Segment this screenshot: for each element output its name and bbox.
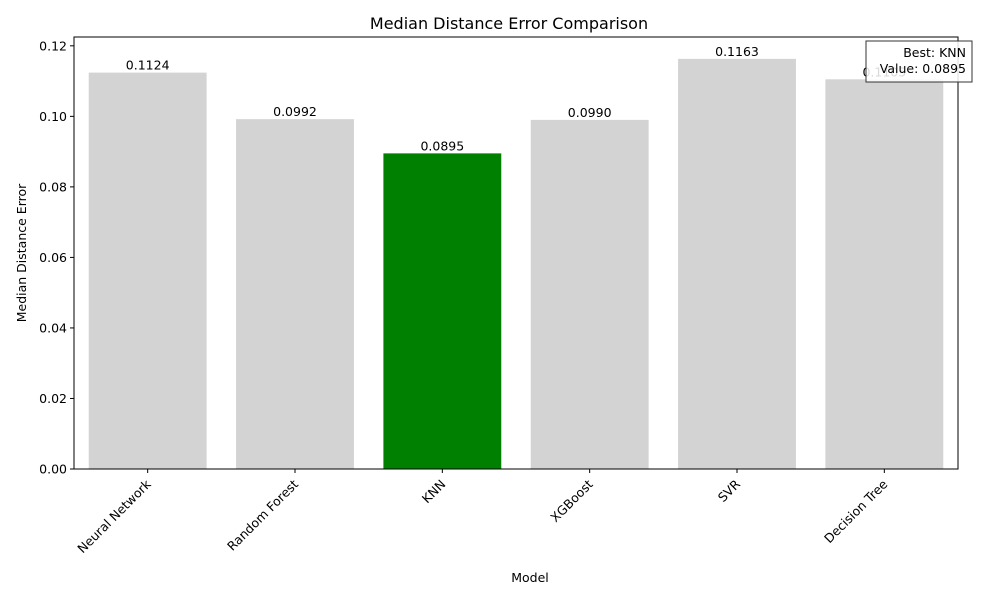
- bars-layer: [88, 58, 944, 470]
- y-tick-label: 0.06: [39, 250, 67, 265]
- x-axis: Neural Network Random Forest KNN XGBoost SVR…: [74, 469, 891, 556]
- annotation-best-model: Best: KNN: [903, 45, 966, 60]
- y-axis: 0.00 0.02 0.04 0.06 0.08 0.10 0.12: [39, 38, 74, 477]
- x-tick-label: XGBoost: [547, 476, 596, 525]
- bar-decision-tree: [825, 79, 944, 469]
- bar-knn: [383, 153, 502, 469]
- x-tick-label: Neural Network: [74, 476, 154, 556]
- bar-random-forest: [236, 119, 354, 470]
- y-tick-label: 0.04: [39, 320, 67, 335]
- y-tick-label: 0.12: [39, 38, 67, 53]
- bar-value-label: 0.0992: [273, 104, 317, 119]
- y-tick-label: 0.00: [39, 462, 67, 477]
- bar-value-label: 0.0895: [420, 138, 464, 153]
- annotation-background: [865, 40, 973, 83]
- best-model-annotation: Best: KNN Value: 0.0895: [865, 40, 973, 83]
- bar-value-label: 0.1163: [715, 44, 759, 59]
- bar-value-label: 0.1124: [126, 58, 170, 73]
- bar-xgboost: [530, 119, 649, 470]
- bar-svr: [678, 58, 796, 470]
- x-axis-label: Model: [511, 570, 549, 585]
- y-tick-label: 0.02: [39, 391, 67, 406]
- y-axis-label: Median Distance Error: [14, 183, 29, 322]
- x-tick-label: SVR: [715, 476, 744, 505]
- bar-neural-network: [88, 72, 207, 470]
- chart-title: Median Distance Error Comparison: [370, 14, 648, 33]
- bar-value-label: 0.0990: [568, 105, 612, 120]
- y-tick-label: 0.08: [39, 179, 67, 194]
- x-tick-label: Decision Tree: [821, 476, 891, 546]
- annotation-best-value: Value: 0.0895: [880, 61, 966, 76]
- x-tick-label: KNN: [419, 477, 449, 507]
- y-tick-label: 0.10: [39, 109, 67, 124]
- x-tick-label: Random Forest: [224, 476, 301, 553]
- plot-frame: [73, 36, 959, 470]
